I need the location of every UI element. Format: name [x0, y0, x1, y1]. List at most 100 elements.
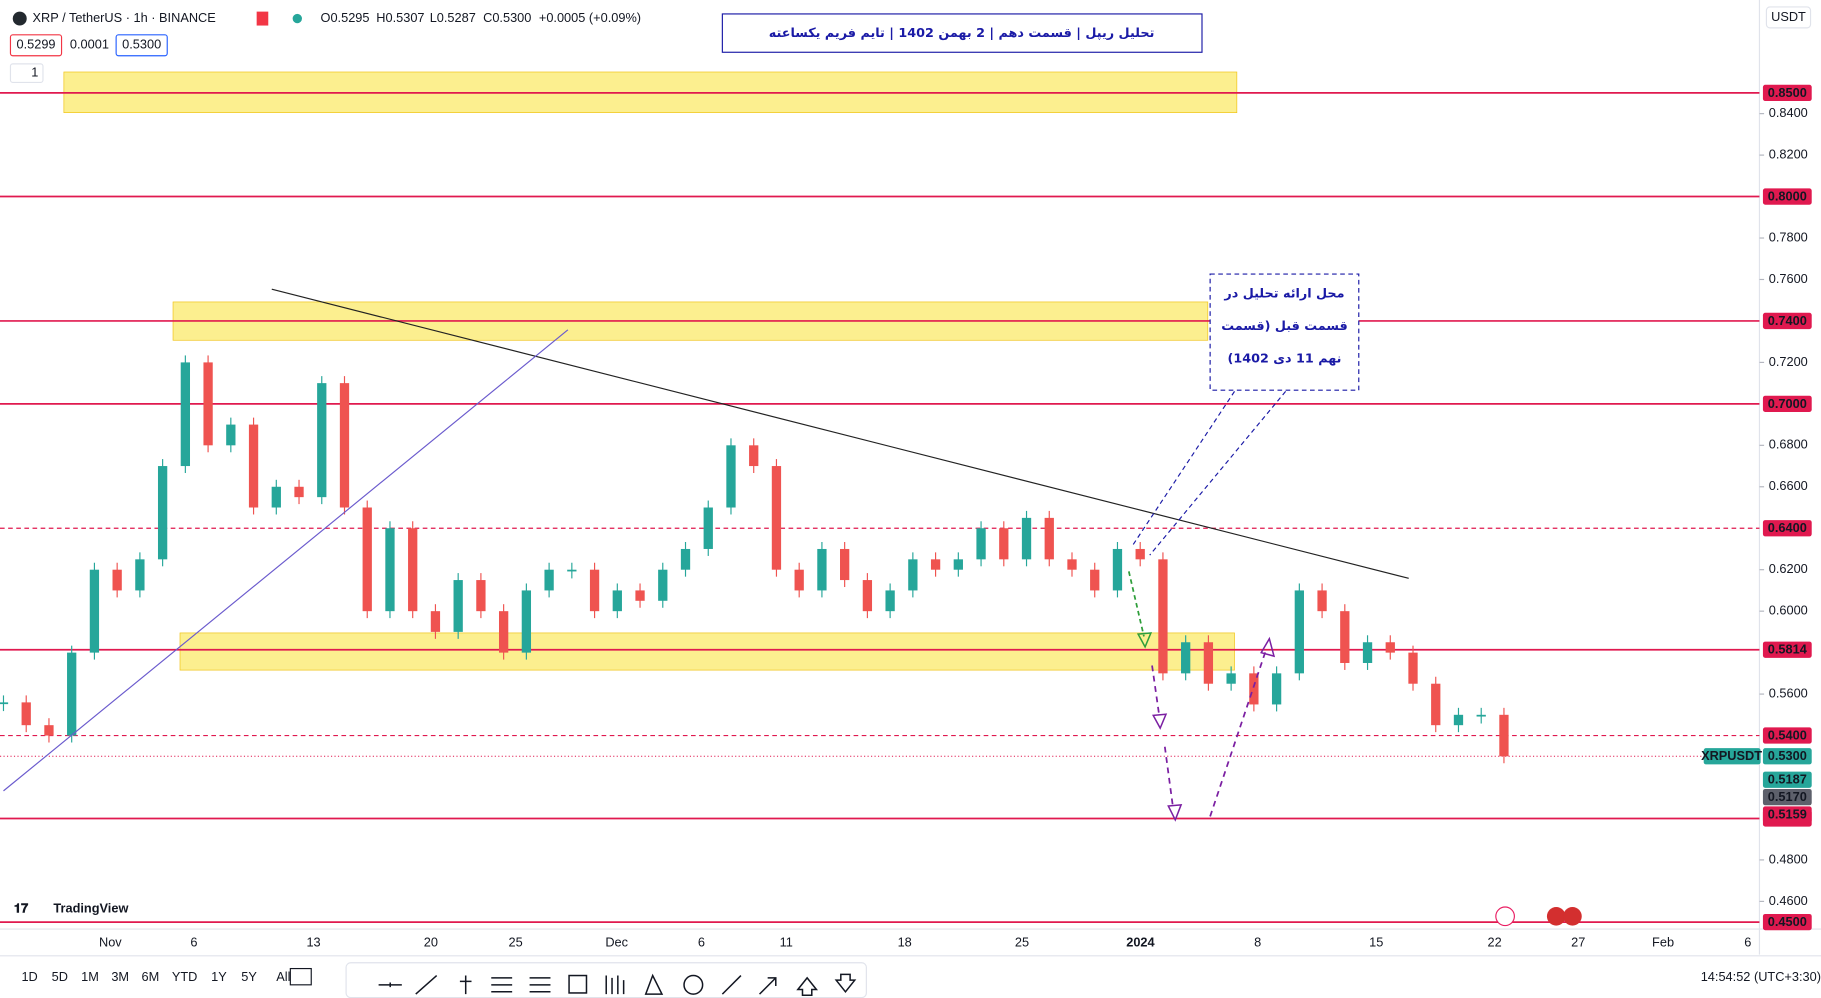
tool-icon[interactable] [644, 973, 664, 995]
candle [1044, 517, 1054, 560]
candle [885, 590, 895, 612]
levels [0, 92, 1760, 923]
candle [726, 445, 736, 508]
tool-icon[interactable] [721, 975, 742, 995]
tool-icon[interactable] [568, 974, 588, 994]
level-tag-label: 0.7000 [1768, 396, 1807, 411]
symbol-tag [1703, 748, 1761, 765]
flag-icon[interactable] [256, 11, 269, 26]
candle [476, 580, 486, 612]
price-axis: 0.8400 0.8200 0.7800 0.7600 0.7200 0.6800 0.66… [1701, 84, 1812, 931]
range-button[interactable]: 1M [81, 969, 99, 984]
level-tag [1762, 520, 1812, 537]
candle [1090, 569, 1100, 591]
price-tag-label: 0.5187 [1768, 772, 1807, 787]
candle [294, 486, 304, 498]
candle [1249, 673, 1259, 705]
annotation-text: نهم 11 دی 1402) [1227, 351, 1341, 366]
candles [0, 355, 1509, 764]
tool-icon[interactable] [683, 974, 704, 995]
annotation-pointer [1131, 391, 1287, 556]
buy-button[interactable] [115, 34, 168, 57]
level-tag [1762, 641, 1812, 658]
range-button[interactable]: 1Y [211, 969, 227, 984]
candle [498, 611, 509, 653]
candle [749, 445, 759, 467]
time-tick-label: 22 [1488, 934, 1502, 949]
price-tick-label: 0.7800 [1769, 229, 1808, 244]
candle [203, 362, 213, 446]
price-tag-label: 0.5159 [1768, 806, 1807, 821]
tool-icon[interactable] [529, 977, 551, 993]
range-button[interactable]: All [276, 969, 290, 984]
time-tick-label: 18 [898, 934, 912, 949]
candle [408, 528, 418, 612]
arrow [1151, 650, 1267, 817]
ohlc-low: L0.5287 [430, 10, 476, 25]
level-tag [1762, 312, 1812, 330]
range-button[interactable]: 3M [111, 969, 129, 984]
range-button[interactable]: 5Y [241, 969, 257, 984]
range-button[interactable]: 1D [21, 969, 37, 984]
event-icon[interactable] [1563, 907, 1582, 926]
event-icon[interactable] [1495, 906, 1515, 927]
candle [703, 507, 713, 549]
price-tick-label: 0.4600 [1769, 893, 1808, 908]
tool-icon[interactable] [758, 977, 777, 995]
candle [1317, 590, 1327, 612]
price-tag [1762, 806, 1812, 823]
title-text: تحلیل ریپل | قسمت دهم | 2 بهمن 1402 | تا… [769, 26, 1155, 41]
price-tick-label: 0.5600 [1769, 685, 1808, 700]
time-tick-label: Feb [1652, 934, 1674, 949]
time-tick-label: 15 [1369, 934, 1383, 949]
ohlc-open: O0.5295 [321, 10, 370, 25]
range-button[interactable]: YTD [172, 969, 198, 984]
price-tag-label: 0.5170 [1768, 789, 1807, 804]
currency: USDT [1771, 9, 1806, 24]
candle [862, 580, 873, 612]
annotation-box [1209, 273, 1360, 391]
annotation-text: قسمت قبل (قسمت [1221, 319, 1348, 334]
time-tick-label: 20 [424, 934, 438, 949]
time-tick-label: 6 [190, 934, 197, 949]
candle [1408, 652, 1418, 684]
level-tag [1762, 395, 1812, 412]
tool-icon[interactable] [796, 976, 818, 997]
candle [1203, 642, 1214, 684]
price-tick-label: 0.4800 [1769, 851, 1808, 866]
range-button[interactable]: 5D [52, 969, 68, 984]
tool-icon[interactable] [459, 975, 472, 995]
symbol[interactable]: XRP / TetherUS · 1h · BINANCE [33, 10, 216, 25]
ohlc-change: +0.0005 (+0.09%) [539, 10, 641, 25]
bottom-toolbar: 14:54:52 (UTC+3:30) 1D 5D 1M 3M 6M YTD 1Y 5Y All [21, 962, 1821, 998]
candle [1476, 714, 1486, 717]
currency-button[interactable] [1765, 6, 1812, 29]
level-tag-label: 0.4500 [1768, 914, 1807, 929]
time-tick-label: Nov [99, 934, 122, 949]
candle [589, 569, 600, 612]
candle [521, 590, 532, 653]
time-tick-label: 8 [1254, 934, 1261, 949]
time-tick-label: 2024 [1126, 934, 1155, 949]
candle [1021, 517, 1032, 560]
candle [44, 725, 54, 736]
candle [180, 362, 191, 467]
logo[interactable]: TradingView [53, 901, 128, 916]
range-button[interactable]: 6M [142, 969, 160, 984]
tool-icon[interactable] [415, 974, 438, 995]
tool-icon[interactable] [491, 977, 513, 993]
event-icon[interactable] [1546, 907, 1566, 926]
tool-icon[interactable] [378, 982, 402, 988]
tool-icon[interactable] [834, 973, 857, 994]
time-axis: Nov 6 13 20 25 Dec 6 11 18 25 2024 8 15 22 27 Feb 6 [99, 934, 1751, 949]
indicator-toggle[interactable] [9, 63, 44, 84]
replay-icon[interactable] [289, 967, 312, 986]
sell-button[interactable] [9, 34, 63, 57]
trendline [3, 329, 569, 792]
tool-icon[interactable] [605, 975, 625, 995]
price-tick-label: 0.7200 [1769, 354, 1808, 369]
level-tag-label: 0.6400 [1768, 520, 1807, 535]
